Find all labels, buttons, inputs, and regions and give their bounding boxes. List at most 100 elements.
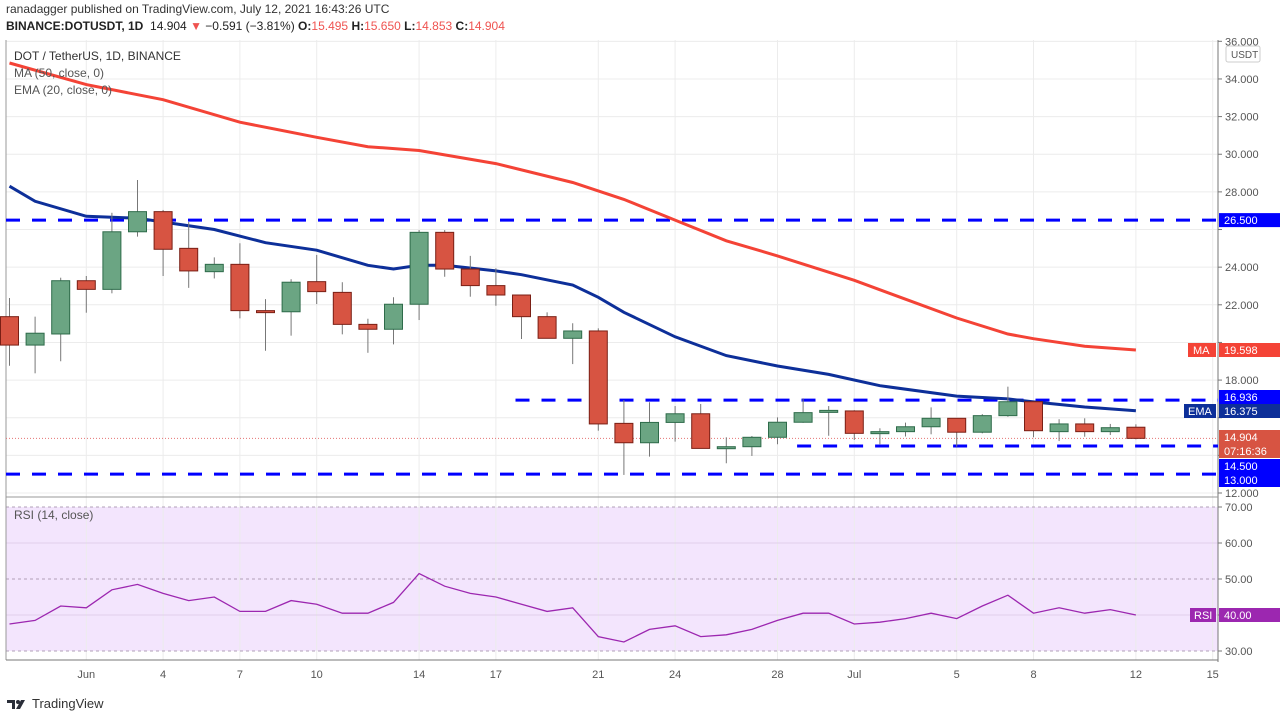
chart-title: DOT / TetherUS, 1D, BINANCE [14,49,181,63]
candle-body-up [665,413,685,423]
candle-body-up [742,436,762,448]
candle [972,414,992,434]
candle [563,323,583,365]
candle [435,230,455,277]
ma-legend[interactable]: MA (50, close, 0) [14,66,105,80]
rsi-tick-label: 50.00 [1225,574,1253,586]
price-tick-label: 18.000 [1225,375,1259,387]
candle-body-up [204,263,224,273]
candle [256,299,275,351]
candle-body-up [102,231,122,290]
candle [25,316,45,374]
down-arrow-icon: ▼ [190,19,202,33]
time-tick-label: 12 [1130,669,1142,681]
candle [281,279,301,336]
price-tick-label: 28.000 [1225,187,1259,199]
last-price: 14.904 [150,19,187,33]
candle [409,230,429,321]
candle-body-up [1049,423,1069,433]
time-tick-label: 24 [669,669,681,681]
time-tick-label: 4 [160,669,166,681]
open-value: 15.495 [311,19,349,33]
rsi-value-tag: 40.00 [1224,610,1252,622]
candle [537,312,557,339]
currency-box [1225,45,1261,63]
candle-body-down [486,285,506,296]
ema-legend[interactable]: EMA (20, close, 0) [14,83,113,97]
rsi-tick-label: 30.00 [1225,646,1253,658]
level-tag: 14.500 [1224,461,1258,473]
level-tag-bg [1219,473,1280,487]
ma-name-bg [1188,343,1216,358]
candle [819,406,839,436]
symbol[interactable]: BINANCE:DOTUSDT, 1D [6,19,144,33]
candle [742,435,762,456]
candle-body-down [256,310,275,314]
candle [1049,419,1069,442]
time-tick-label: Jun [77,669,95,681]
time-tick-label: 7 [237,669,243,681]
candle-body-down [1024,401,1043,432]
candle-body-up [896,426,915,433]
price-chart[interactable]: 12.000 18.000 22.000 24.000 28.000 30.000 32.0… [0,0,1280,690]
candle-body-down [512,294,531,318]
level-tag: 16.936 [1224,392,1258,404]
candle-body-up [128,211,147,233]
candle [768,417,787,445]
candle [921,407,941,435]
close-label: C: [455,19,469,33]
price-tick-label: 12.000 [1225,488,1259,500]
ma50-line [9,61,1137,352]
rsi-legend[interactable]: RSI (14, close) [14,508,94,522]
candle-body-down [230,263,250,312]
candle-body-up [716,446,736,450]
candle-body-up [768,421,787,438]
candle [1024,401,1043,438]
time-tick-label: 28 [771,669,783,681]
countdown-tag: 07:16:36 [1224,446,1267,458]
candle [358,318,378,353]
candle [947,417,967,447]
candle [230,243,250,319]
candle [665,406,685,442]
rsi-value-tag-bg [1219,608,1280,622]
price-tick-label: 32.000 [1225,112,1259,124]
level-tag-bg [1219,459,1280,473]
candle [179,221,199,288]
candle [204,257,224,279]
candle [716,437,736,464]
candle-body-down [1075,423,1095,433]
candle [1126,424,1146,440]
ema-value-tag-bg [1219,404,1280,418]
candle [332,282,352,335]
candle-body-down [307,281,327,293]
time-tick-label: 10 [311,669,323,681]
level-tag: 13.000 [1224,475,1258,487]
candle-body-up [998,401,1018,417]
time-tick-label: Jul [847,669,861,681]
high-value: 15.650 [364,19,401,33]
candle [76,276,96,313]
candle-body-down [435,231,455,270]
candle-body-down [332,291,352,325]
tradingview-logo-icon [7,699,25,709]
ema-name-bg [1184,404,1216,418]
candle-body-down [76,280,96,290]
high-label: H: [351,19,365,33]
close-value: 14.904 [468,19,505,33]
time-tick-label: 5 [954,669,960,681]
candle-body-up [384,303,403,330]
price-tick-label: 22.000 [1225,300,1259,312]
time-tick-label: 8 [1030,669,1036,681]
footer-brand: TradingView [6,696,104,711]
last-price-tag-bg [1219,430,1280,458]
candle [102,212,122,294]
ma-value-tag-bg [1219,343,1280,358]
candle-body-up [51,280,71,335]
candle [460,255,480,297]
price-tick-label: 36.000 [1225,36,1259,48]
currency-label: USDT [1231,50,1258,61]
candle [870,428,890,445]
footer-brand-text: TradingView [32,696,104,711]
open-label: O: [298,19,312,33]
